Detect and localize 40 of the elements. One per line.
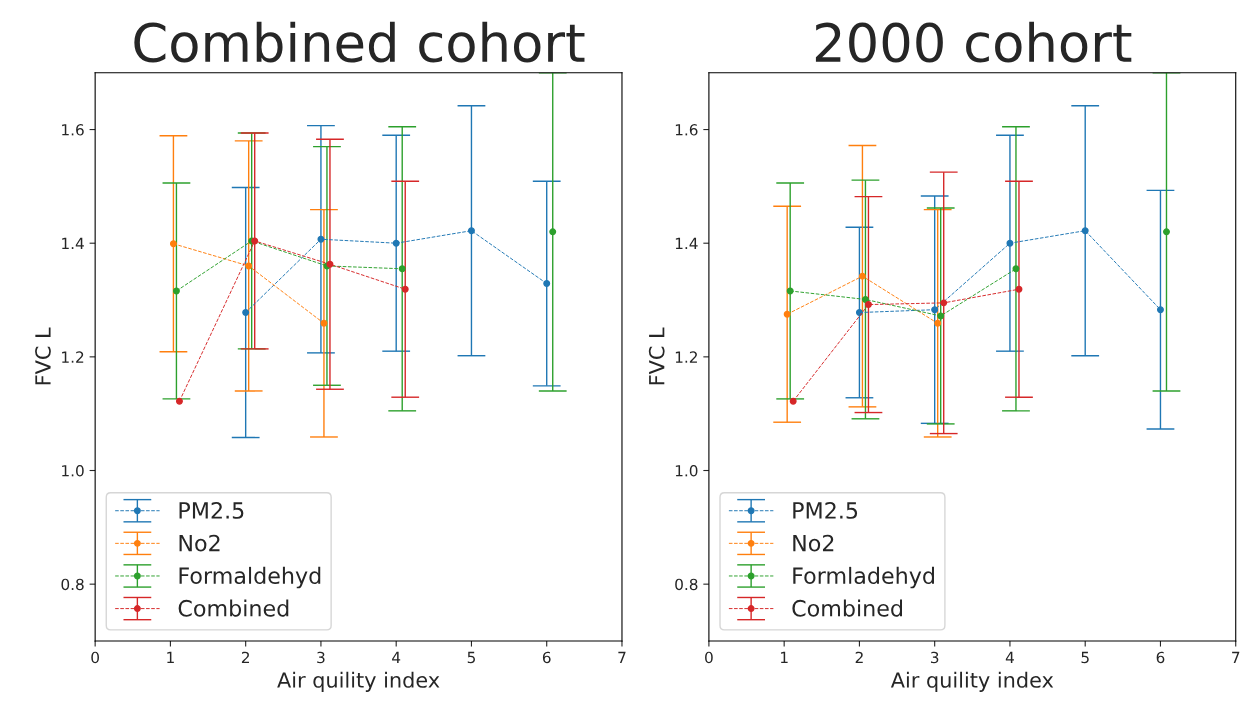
y-tick-label: 1.4 [675,237,698,250]
x-tick-label: 6 [542,651,551,664]
x-axis-title: Air quility index [890,671,1054,692]
y-tick-label: 1.2 [675,351,697,363]
legend-label: Combined [178,599,289,617]
legend-label: PM2.5 [793,502,858,519]
x-tick-label: 6 [1156,651,1165,664]
chart-title: 2000 cohort [815,21,1132,63]
x-tick-label: 4 [392,651,401,664]
x-tick-label: 4 [1005,651,1014,664]
y-tick-label: 0.8 [61,578,84,591]
x-tick-label: 5 [467,651,475,664]
y-tick-label: 1.6 [62,124,84,136]
x-tick-label: 1 [167,651,174,664]
y-tick-label: 1.4 [62,237,84,250]
x-tick-label: 3 [930,651,939,664]
x-tick-label: 0 [705,651,713,664]
chart-title: Combined cohort [134,21,585,63]
legend-label: No2 [179,534,220,552]
x-tick-label: 2 [855,651,863,664]
x-tick-label: 7 [1232,651,1240,664]
legend-label: Formladehyd [793,566,934,589]
y-tick-label: 1.0 [62,464,84,477]
legend-label: Formaldehyd [179,566,321,589]
y-tick-label: 1.2 [62,351,84,363]
y-axis-title: FVC L [648,327,665,385]
x-tick-label: 0 [91,651,99,664]
y-tick-label: 0.8 [675,578,698,591]
x-tick-label: 3 [317,651,325,664]
x-axis-title: Air quility index [277,671,440,692]
x-tick-label: 1 [780,651,788,664]
legend-label: No2 [793,534,834,552]
legend-label: PM2.5 [179,502,244,519]
y-axis-title: FVC L [35,327,51,385]
y-tick-label: 1.0 [675,464,698,477]
legend-label: Combined [792,599,903,617]
x-tick-label: 2 [241,651,249,664]
y-tick-label: 1.6 [675,124,698,136]
x-tick-label: 5 [1081,651,1089,664]
x-tick-label: 7 [618,651,626,664]
